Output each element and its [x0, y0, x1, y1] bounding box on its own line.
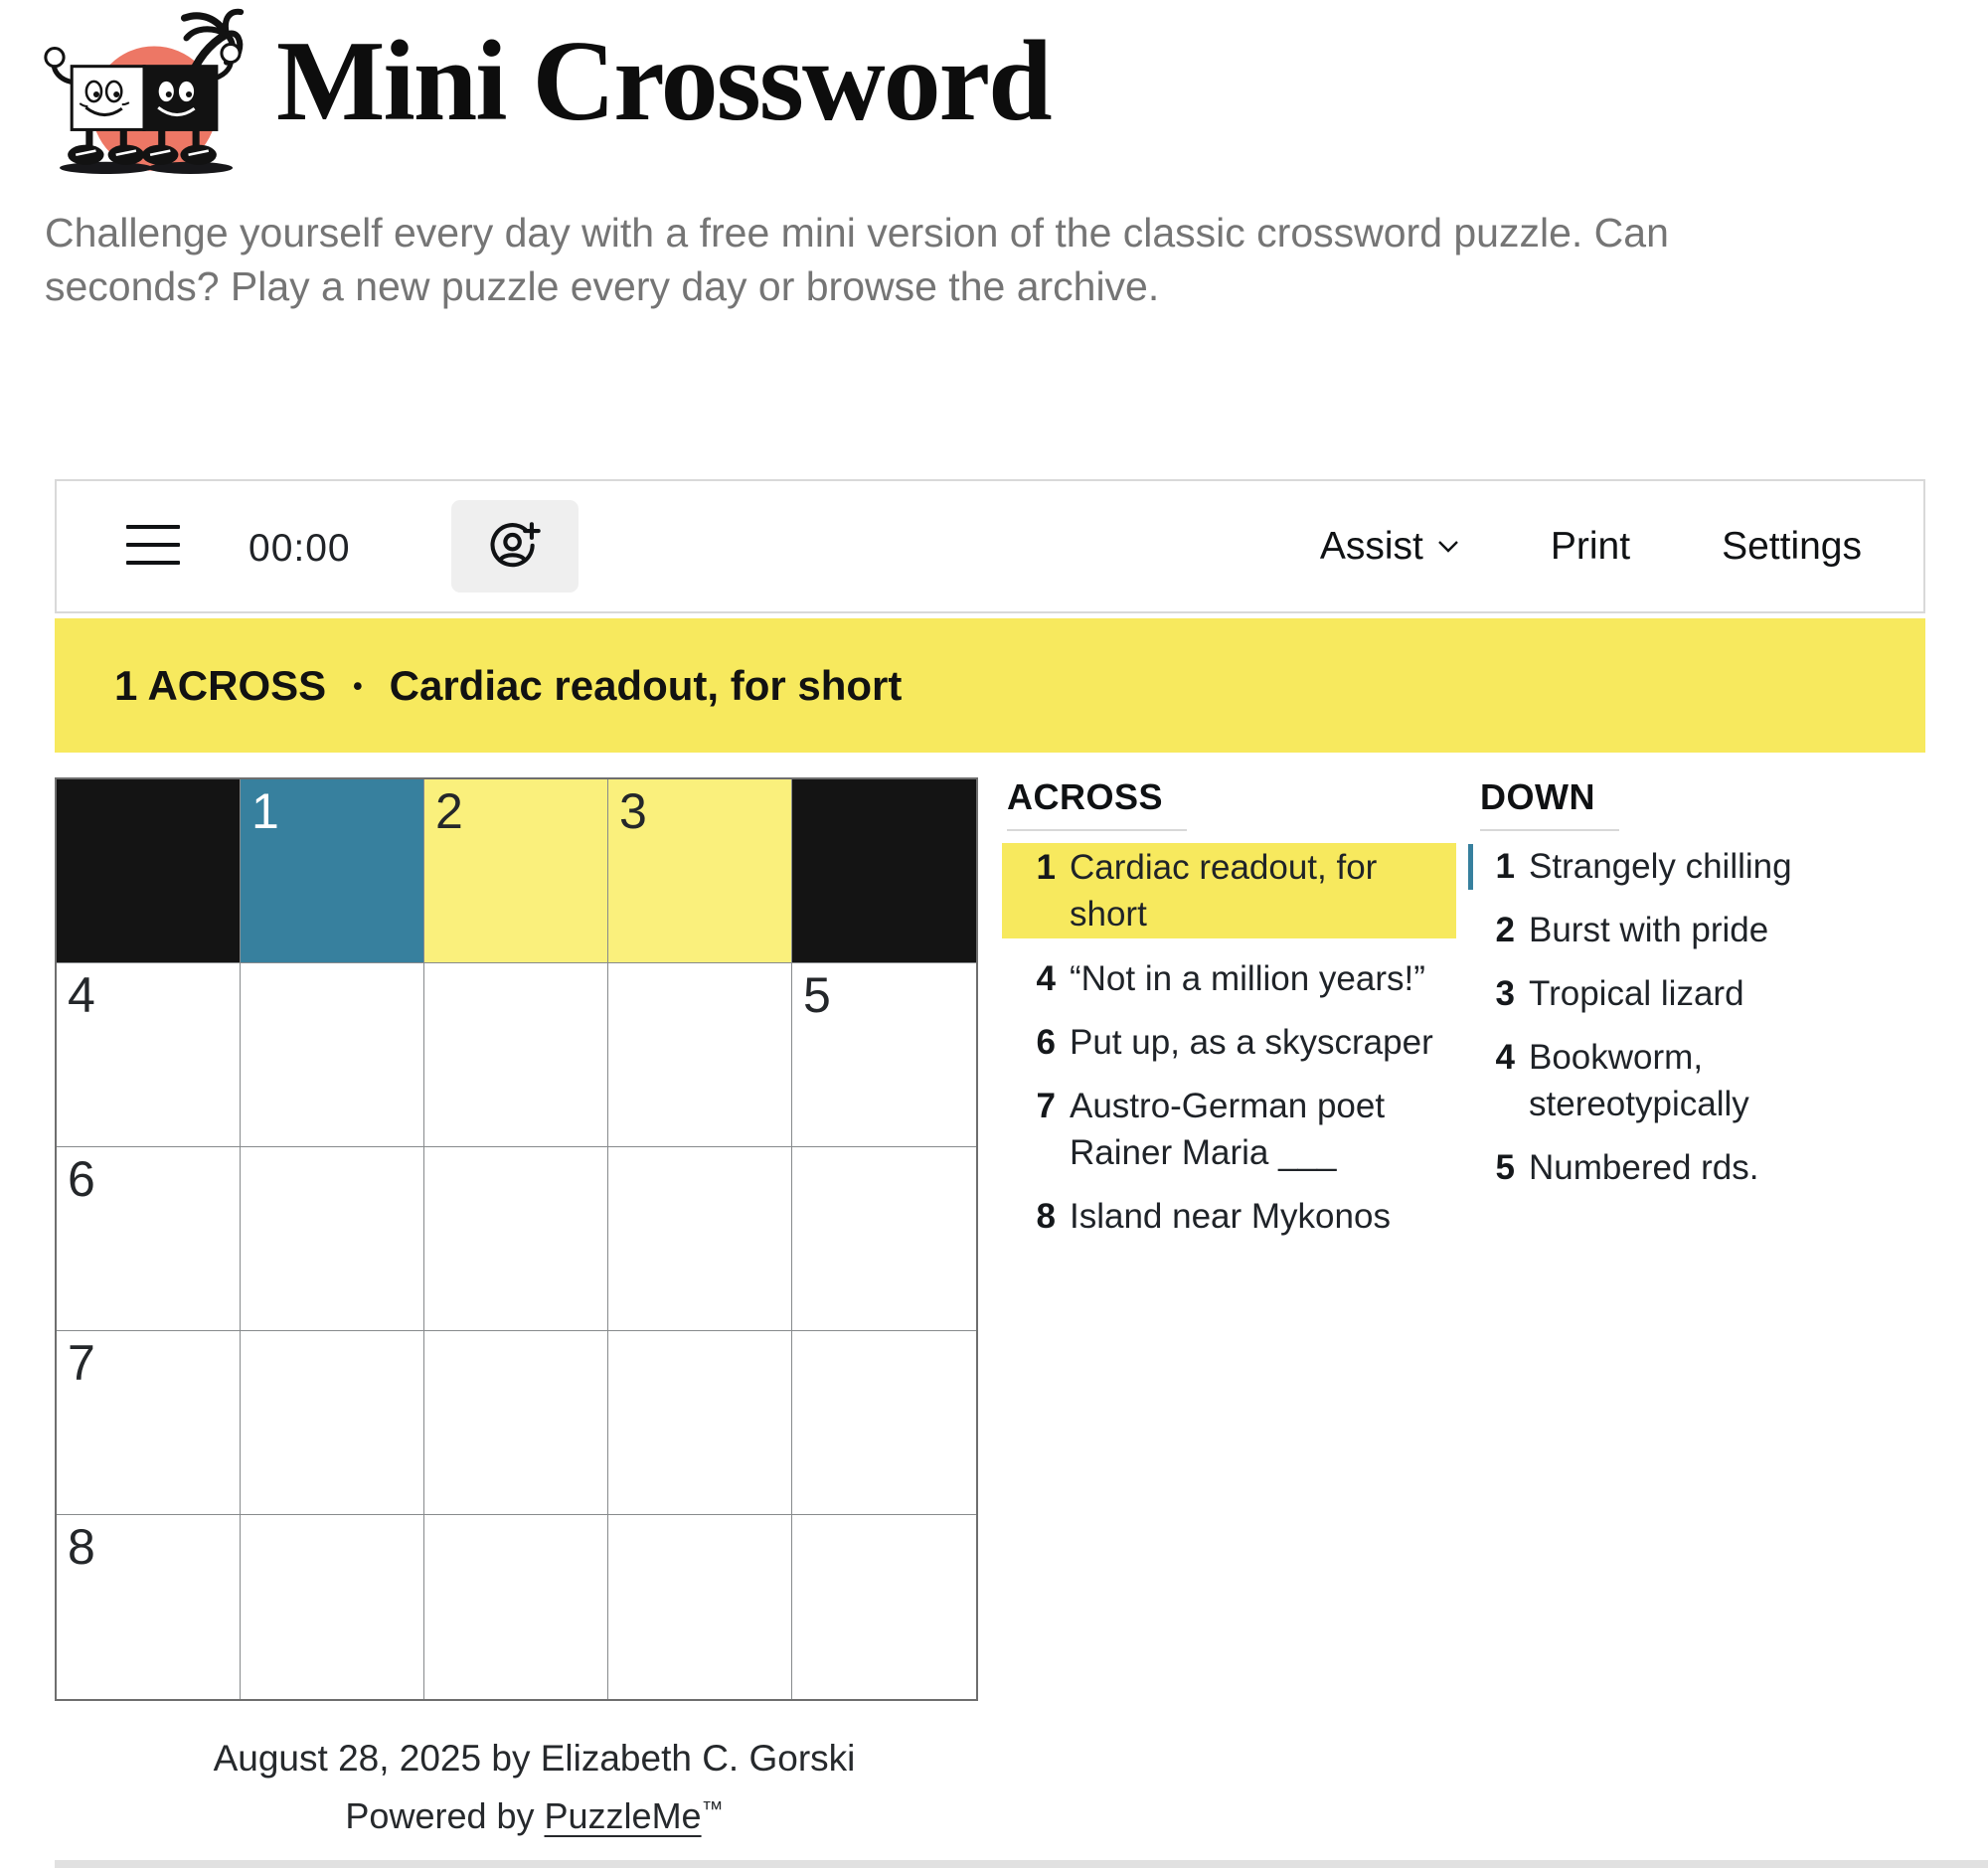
- grid-cell[interactable]: 7: [57, 1331, 241, 1515]
- crossword-grid: 1 2 3 4 5 6 7 8: [55, 777, 978, 1701]
- clue-item[interactable]: 6 Put up, as a skyscraper: [1002, 1019, 1456, 1066]
- assist-menu-button[interactable]: Assist: [1320, 525, 1459, 569]
- clue-text: Put up, as a skyscraper: [1070, 1023, 1433, 1062]
- cell-number: 7: [68, 1335, 95, 1391]
- cell-number: 8: [68, 1519, 95, 1575]
- clue-item[interactable]: 2 Burst with pride: [1464, 907, 1931, 953]
- grid-cell[interactable]: [241, 963, 424, 1147]
- assist-label: Assist: [1319, 524, 1423, 568]
- grid-cell[interactable]: 2: [424, 779, 608, 963]
- clue-item[interactable]: 5 Numbered rds.: [1464, 1144, 1931, 1191]
- grid-cell[interactable]: [608, 1331, 792, 1515]
- grid-cell[interactable]: [424, 1147, 608, 1331]
- clue-number: 6: [1036, 1023, 1056, 1062]
- cell-number: 5: [803, 967, 831, 1023]
- grid-cell[interactable]: [424, 963, 608, 1147]
- clue-text: Bookworm, stereotypically: [1529, 1038, 1749, 1123]
- grid-cell[interactable]: 3: [608, 779, 792, 963]
- grid-cell[interactable]: [608, 1515, 792, 1699]
- clue-item[interactable]: 4 Bookworm, stereotypically: [1464, 1034, 1931, 1127]
- clue-item[interactable]: 4 “Not in a million years!”: [1002, 955, 1456, 1002]
- page-title: Mini Crossword: [276, 18, 1053, 145]
- clue-number: 2: [1495, 911, 1515, 949]
- powered-prefix: Powered by: [345, 1795, 545, 1836]
- clue-item[interactable]: 1 Cardiac readout, for short: [1002, 843, 1456, 938]
- clue-item[interactable]: 3 Tropical lizard: [1464, 970, 1931, 1017]
- across-clue-list: 1 Cardiac readout, for short 4 “Not in a mi…: [1002, 843, 1456, 1240]
- clue-number: 8: [1036, 1197, 1056, 1236]
- cell-number: 2: [435, 783, 463, 839]
- clue-text: Tropical lizard: [1529, 974, 1744, 1013]
- cell-number: 4: [68, 967, 95, 1023]
- clue-text: Cardiac readout, for short: [1070, 848, 1378, 934]
- trademark-symbol: ™: [701, 1796, 724, 1821]
- grid-cell[interactable]: [424, 1331, 608, 1515]
- clue-text: Strangely chilling: [1529, 847, 1792, 886]
- clue-text: Austro-German poet Rainer Maria ___: [1070, 1087, 1386, 1172]
- current-clue-banner: 1 ACROSS • Cardiac readout, for short: [55, 618, 1925, 753]
- clue-item[interactable]: 7 Austro-German poet Rainer Maria ___: [1002, 1083, 1456, 1176]
- down-clues-section: DOWN 1 Strangely chilling 2 Burst with prid…: [1464, 777, 1931, 1208]
- powered-by: Powered by PuzzleMe™: [70, 1795, 999, 1837]
- clue-item[interactable]: 1 Strangely chilling: [1464, 843, 1931, 890]
- grid-cell[interactable]: 1: [241, 779, 424, 963]
- settings-button[interactable]: Settings: [1722, 524, 1862, 568]
- puzzle-byline: August 28, 2025 by Elizabeth C. Gorski: [213, 1738, 856, 1779]
- grid-cell[interactable]: [608, 963, 792, 1147]
- grid-cell[interactable]: 4: [57, 963, 241, 1147]
- clue-text: Island near Mykonos: [1070, 1197, 1391, 1236]
- grid-block-cell: [57, 779, 241, 963]
- chevron-down-icon: [1438, 540, 1458, 553]
- add-player-button[interactable]: [451, 500, 579, 593]
- grid-block-cell: [792, 779, 976, 963]
- grid-cell[interactable]: [792, 1515, 976, 1699]
- grid-cell[interactable]: [424, 1515, 608, 1699]
- mini-crossword-logo: [44, 8, 245, 174]
- hamburger-menu-icon[interactable]: [126, 525, 180, 569]
- clue-text: “Not in a million years!”: [1070, 959, 1425, 998]
- clue-number: 1: [1495, 847, 1515, 886]
- across-clues-section: ACROSS 1 Cardiac readout, for short 4 “Not …: [1002, 777, 1456, 1257]
- clue-item[interactable]: 8 Island near Mykonos: [1002, 1193, 1456, 1240]
- grid-cell[interactable]: [241, 1515, 424, 1699]
- grid-cell[interactable]: [241, 1147, 424, 1331]
- clue-text: Burst with pride: [1529, 911, 1769, 949]
- clue-number: 1: [1036, 848, 1056, 887]
- down-clue-list: 1 Strangely chilling 2 Burst with pride 3 Tro…: [1464, 843, 1931, 1191]
- puzzle-toolbar: 00:00 Assist Print Settings: [55, 479, 1925, 613]
- cell-number: 1: [251, 783, 279, 839]
- down-heading: DOWN: [1480, 777, 1619, 831]
- clue-number: 4: [1495, 1038, 1515, 1077]
- crossing-clue-marker: [1468, 844, 1473, 890]
- grid-cell[interactable]: [608, 1147, 792, 1331]
- cell-number: 3: [619, 783, 647, 839]
- clue-number: 7: [1036, 1087, 1056, 1125]
- bullet-separator: •: [353, 671, 363, 701]
- person-add-icon: [490, 521, 541, 567]
- grid-cell[interactable]: [241, 1331, 424, 1515]
- grid-cell[interactable]: [792, 1331, 976, 1515]
- tagline-line-2: seconds? Play a new puzzle every day or …: [45, 263, 1160, 309]
- print-button[interactable]: Print: [1550, 524, 1631, 568]
- across-heading: ACROSS: [1007, 777, 1188, 831]
- next-section-divider: [55, 1860, 1988, 1868]
- grid-cell[interactable]: [792, 1147, 976, 1331]
- grid-cell[interactable]: 6: [57, 1147, 241, 1331]
- puzzleme-link[interactable]: PuzzleMe: [544, 1795, 702, 1836]
- cell-number: 6: [68, 1151, 95, 1207]
- clue-number: 4: [1036, 959, 1056, 998]
- current-clue-label: 1 ACROSS: [114, 661, 327, 709]
- grid-cell[interactable]: 5: [792, 963, 976, 1147]
- tagline-line-1: Challenge yourself every day with a free…: [45, 210, 1669, 255]
- clue-number: 3: [1495, 974, 1515, 1013]
- grid-cell[interactable]: 8: [57, 1515, 241, 1699]
- current-clue-text: Cardiac readout, for short: [389, 661, 903, 709]
- timer-display: 00:00: [248, 527, 351, 570]
- clue-text: Numbered rds.: [1529, 1148, 1759, 1187]
- clue-number: 5: [1495, 1148, 1515, 1187]
